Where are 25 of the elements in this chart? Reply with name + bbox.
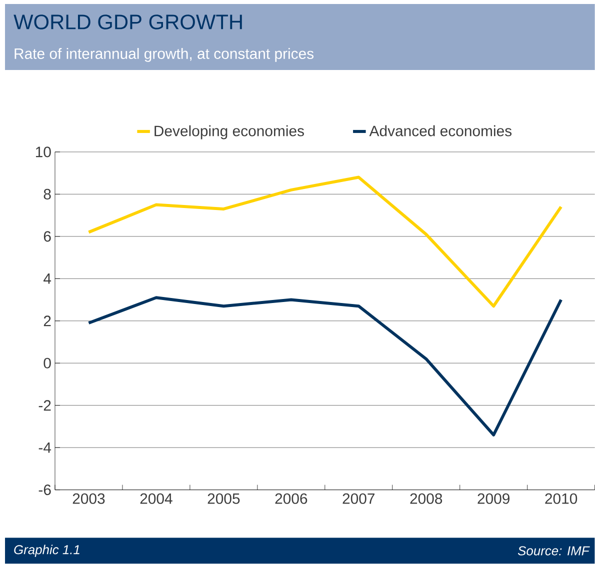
line-series bbox=[87, 176, 563, 308]
y-tick-label: -4 bbox=[38, 442, 52, 453]
x-tick-label: 2005 bbox=[208, 493, 240, 504]
y-tick-label: 4 bbox=[44, 274, 52, 284]
legend-label: Developing economies bbox=[154, 125, 304, 140]
x-tick-label: 2010 bbox=[545, 493, 578, 504]
chart-subtitle: Rate of interannual growth, at constant prices bbox=[14, 48, 314, 62]
y-tick-label: 2 bbox=[44, 316, 51, 326]
x-tick-label: 2004 bbox=[140, 493, 172, 504]
y-tick-label: 0 bbox=[44, 358, 51, 368]
y-tick-label: 8 bbox=[44, 188, 51, 200]
chart-title: WORLD GDP GROWTH bbox=[14, 14, 242, 30]
y-tick-label: -6 bbox=[38, 484, 51, 496]
source-note: Source: IMF bbox=[518, 546, 590, 556]
line-series bbox=[87, 296, 563, 437]
y-tick-label: 6 bbox=[44, 231, 51, 242]
text: Graphic 1.1 bbox=[14, 544, 80, 557]
legend-label: Advanced economies bbox=[369, 125, 512, 136]
y-tick-label: -2 bbox=[38, 400, 51, 411]
x-tick-label: 2008 bbox=[410, 493, 442, 504]
x-tick-label: 2007 bbox=[342, 493, 374, 504]
y-tick-label: 10 bbox=[36, 146, 51, 158]
x-tick-label: 2003 bbox=[72, 493, 105, 504]
x-tick-label: 2006 bbox=[275, 493, 308, 504]
x-tick-label: 2009 bbox=[478, 493, 510, 504]
